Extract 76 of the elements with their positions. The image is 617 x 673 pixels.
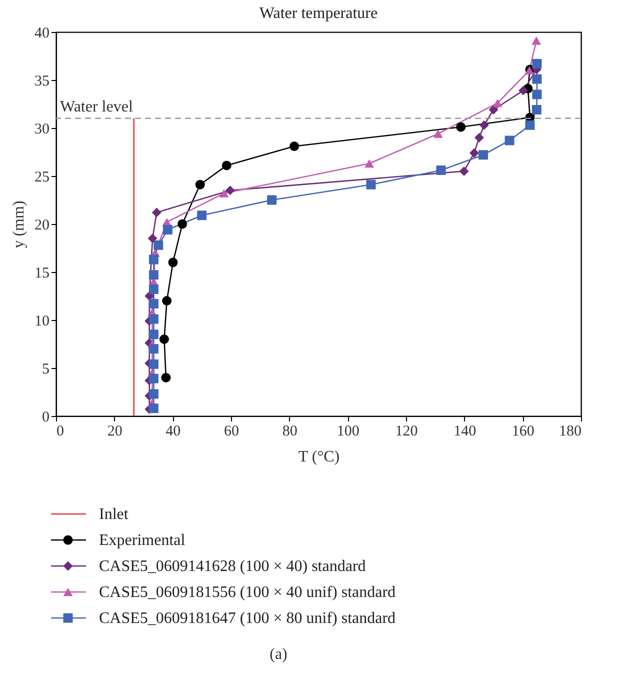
x-tick-label: 80 <box>282 424 298 440</box>
point <box>436 165 446 175</box>
point <box>474 132 484 142</box>
point <box>267 195 277 205</box>
point <box>197 210 207 220</box>
x-tick-label: 120 <box>395 424 418 440</box>
x-tick-label: 140 <box>454 424 476 440</box>
ref-line-label: Water level <box>60 98 134 116</box>
point <box>178 219 188 229</box>
point <box>532 74 542 84</box>
y-tick-label: 0 <box>42 410 50 426</box>
point <box>532 58 542 68</box>
point <box>148 270 158 280</box>
y-tick-label: 25 <box>34 170 50 186</box>
y-tick-label: 35 <box>34 74 50 90</box>
legend-label: Inlet <box>99 506 129 523</box>
point <box>433 130 443 138</box>
x-tick-label: 20 <box>107 424 122 440</box>
text: (a) <box>270 646 288 663</box>
point <box>532 36 542 45</box>
point <box>148 254 158 264</box>
point <box>532 90 542 100</box>
point <box>195 180 205 190</box>
point <box>148 330 158 340</box>
point <box>162 296 172 306</box>
point <box>148 234 158 244</box>
x-tick-label: 60 <box>224 424 239 440</box>
point <box>488 105 498 115</box>
point <box>148 284 158 294</box>
point <box>525 120 535 130</box>
legend-label: Experimental <box>99 532 186 549</box>
point <box>159 334 169 344</box>
point <box>518 86 528 96</box>
point <box>152 208 162 218</box>
point <box>148 359 158 369</box>
point <box>154 240 164 250</box>
y-axis-title: y (mm) <box>10 200 28 248</box>
point <box>148 344 158 354</box>
y-tick-label: 40 <box>34 26 50 42</box>
x-tick-label: 160 <box>512 424 534 440</box>
point <box>148 374 158 384</box>
point <box>532 105 542 115</box>
point <box>148 389 158 399</box>
y-tick-label: 30 <box>34 122 50 138</box>
legend-label: CASE5_0609181647 (100 × 80 unif) standard <box>99 610 396 627</box>
point <box>168 258 178 268</box>
point <box>148 298 158 308</box>
point <box>459 166 469 176</box>
point <box>148 314 158 324</box>
point <box>504 136 514 146</box>
point <box>478 150 488 160</box>
point <box>364 159 374 168</box>
point <box>162 225 172 235</box>
y-tick-label: 5 <box>42 362 50 378</box>
x-axis-title: T (°C) <box>298 448 340 466</box>
x-tick-label: 180 <box>559 424 582 440</box>
point <box>161 372 171 382</box>
y-tick-label: 15 <box>34 266 50 282</box>
x-tick-label: 0 <box>56 424 64 440</box>
point <box>366 180 376 190</box>
point <box>219 189 229 198</box>
point <box>225 186 235 196</box>
point <box>222 160 232 170</box>
point <box>290 142 300 151</box>
point <box>479 120 489 130</box>
chart-title: Water temperature <box>259 5 378 22</box>
y-tick-label: 10 <box>34 314 50 330</box>
legend-label: CASE5_0609181556 (100 × 40 unif) standard <box>99 584 396 601</box>
point <box>492 98 502 108</box>
legend-label: CASE5_0609141628 (100 × 40) standard <box>99 558 366 575</box>
y-tick-label: 20 <box>34 218 50 234</box>
point <box>456 122 466 132</box>
x-tick-label: 100 <box>336 424 360 440</box>
point <box>470 148 479 158</box>
x-tick-label: 40 <box>166 424 181 440</box>
point <box>148 404 158 414</box>
